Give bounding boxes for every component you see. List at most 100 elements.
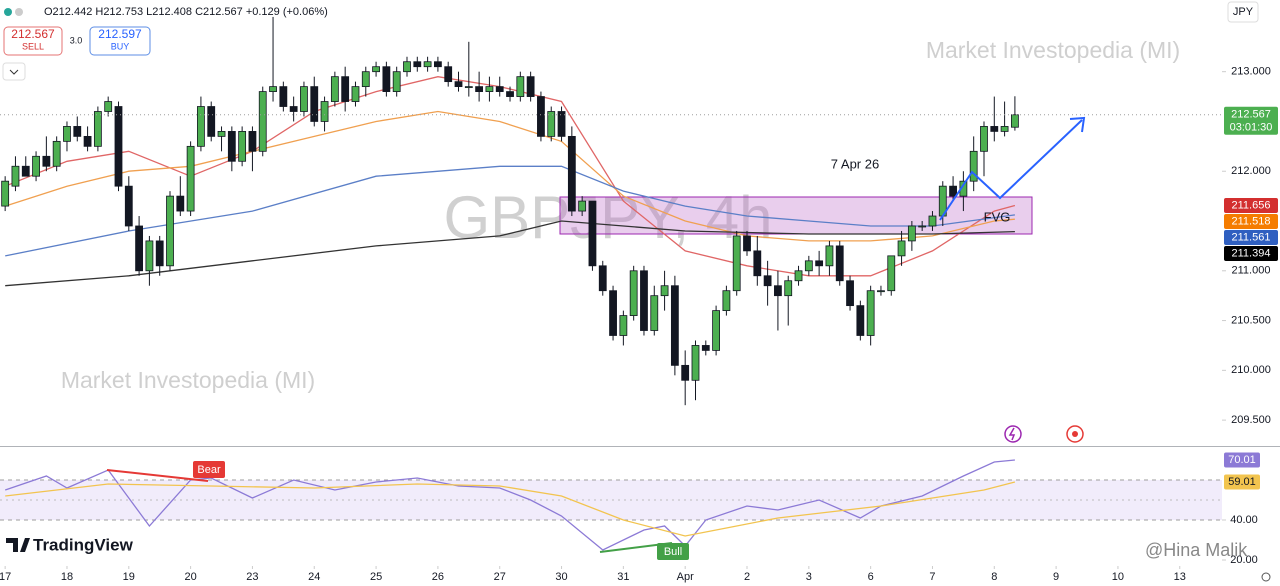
candle-body xyxy=(341,76,350,102)
candle-body xyxy=(877,290,885,293)
candle-body xyxy=(258,91,267,152)
candle-body xyxy=(866,290,875,336)
candle-body xyxy=(300,86,308,112)
candle-body xyxy=(722,290,731,312)
rsi-line xyxy=(4,459,1015,551)
candle-body xyxy=(537,96,545,137)
y-tick-label: 209.500 xyxy=(1231,414,1271,426)
ma-value: 211.394 xyxy=(1232,247,1271,259)
rsi-line xyxy=(5,481,1016,537)
brand-watermark: Market Investopedia (MI) xyxy=(926,37,1180,63)
moving-average xyxy=(5,165,1015,257)
candle-body xyxy=(217,131,226,137)
logo-text: TradingView xyxy=(33,535,134,554)
y-tick-label: 40.00 xyxy=(1230,514,1258,526)
moving-average xyxy=(5,110,1015,242)
candle-body xyxy=(835,245,844,282)
x-tick-label: 18 xyxy=(61,571,73,583)
candle-body xyxy=(650,295,659,331)
candle-body xyxy=(557,111,566,137)
candle-body xyxy=(104,101,113,112)
x-tick-label: 2 xyxy=(744,571,750,583)
candle-body xyxy=(609,290,617,336)
candle-body xyxy=(1010,114,1019,128)
currency: JPY xyxy=(1233,6,1254,18)
rsi-plot xyxy=(0,459,1222,551)
candle-body xyxy=(1,180,10,207)
candle-body xyxy=(815,260,824,267)
x-tick-label: 6 xyxy=(868,571,874,583)
candle-body xyxy=(166,195,174,267)
logo-mark xyxy=(6,538,30,552)
settings-icon[interactable] xyxy=(1261,572,1271,582)
currency-box[interactable] xyxy=(1227,1,1259,23)
candle-body xyxy=(423,61,432,68)
ohlc: O212.442 H212.753 L212.408 C212.567 +0.1… xyxy=(44,6,328,18)
candle-body xyxy=(63,126,71,142)
x-tick-label: 26 xyxy=(432,571,444,583)
candle-body xyxy=(464,86,473,89)
candle-body xyxy=(176,195,185,212)
candle-body xyxy=(52,140,61,167)
x-tick-label: 7 xyxy=(929,571,935,583)
candle-body xyxy=(681,364,690,381)
candle-body xyxy=(32,155,40,177)
event-icon[interactable] xyxy=(1004,425,1022,443)
event-icon-glyph xyxy=(1008,427,1016,441)
candle-body xyxy=(93,111,102,147)
candle-body xyxy=(114,106,123,187)
ma-badge xyxy=(1224,245,1278,261)
candle-body xyxy=(73,126,82,137)
x-tick-label: 9 xyxy=(1053,571,1059,583)
y-tick-label: 20.00 xyxy=(1230,554,1258,566)
x-tick-label: 3 xyxy=(806,571,812,583)
candle-body xyxy=(526,76,535,97)
candle-body xyxy=(897,240,906,257)
candle-body xyxy=(413,61,422,68)
candle-body xyxy=(21,165,30,177)
candle-body xyxy=(207,106,216,137)
candle-body xyxy=(712,310,720,351)
candle-body xyxy=(310,86,319,122)
candle-body xyxy=(969,150,978,182)
candle-body xyxy=(403,61,411,73)
ma-badge xyxy=(1224,229,1278,245)
candle-body xyxy=(753,250,762,277)
candle-body xyxy=(11,165,20,187)
bear-label: Bear xyxy=(197,464,221,476)
candle-body xyxy=(361,71,370,88)
candle-body xyxy=(990,126,999,132)
candle-body xyxy=(124,185,133,227)
author: @Hina Malik xyxy=(1145,540,1248,560)
fvg-label: FVG xyxy=(984,209,1011,224)
candle-body xyxy=(351,86,360,102)
x-tick-label: 8 xyxy=(991,571,997,583)
candle-body xyxy=(846,280,854,307)
candle-body xyxy=(238,131,247,162)
status-dot xyxy=(4,8,12,16)
candle-body xyxy=(784,280,793,297)
rsi-value: 59.01 xyxy=(1228,476,1256,488)
arrow-head xyxy=(1069,116,1086,133)
x-tick-label: 30 xyxy=(555,571,567,583)
chevron xyxy=(9,69,19,75)
buy-button[interactable] xyxy=(89,26,151,56)
date-annotation: 7 Apr 26 xyxy=(831,156,879,171)
candle-body xyxy=(145,240,154,272)
candle-body xyxy=(83,135,92,147)
candle-body xyxy=(918,225,927,228)
rsi-badge xyxy=(1224,452,1260,468)
collapse-button[interactable] xyxy=(2,62,26,81)
x-tick-label: 13 xyxy=(1174,571,1186,583)
last-price: 212.567 xyxy=(1231,109,1271,121)
sell-button[interactable] xyxy=(3,26,63,56)
candle-body xyxy=(372,66,380,73)
candle-body xyxy=(392,71,401,92)
candle-body xyxy=(743,235,751,252)
candle-body xyxy=(279,86,288,107)
candle-body xyxy=(135,225,143,272)
event-icon[interactable] xyxy=(1066,425,1084,443)
symbol-watermark: GBPJPY, 4h xyxy=(443,184,772,251)
candle-body xyxy=(248,131,257,152)
